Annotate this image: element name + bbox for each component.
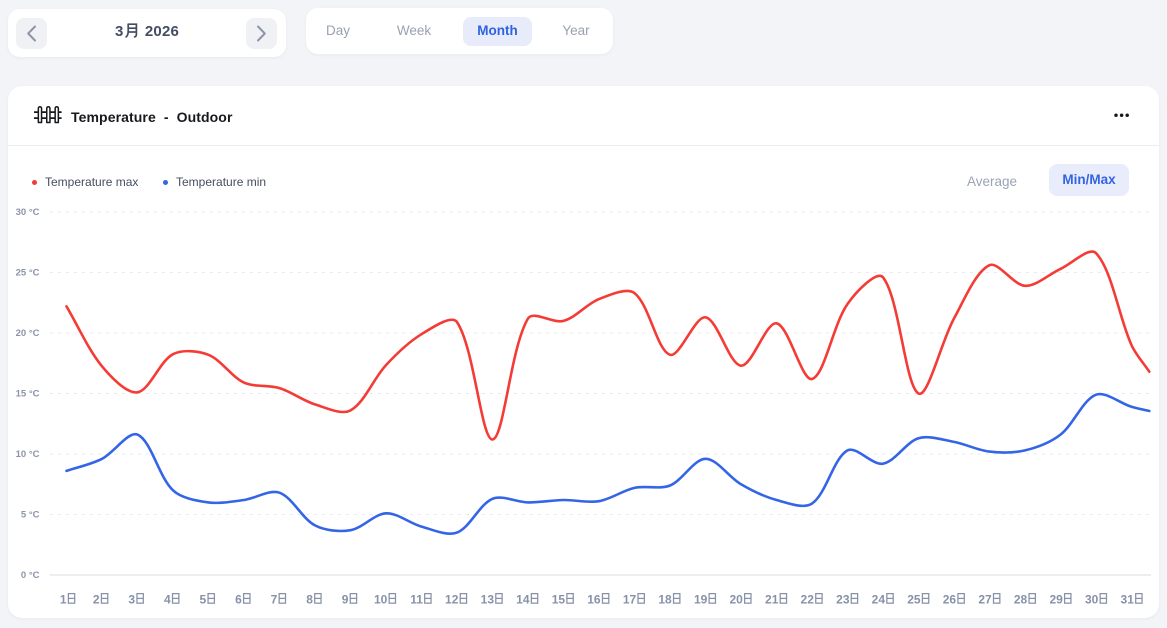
svg-text:15 °C: 15 °C: [16, 389, 40, 400]
svg-text:2: 2: [93, 593, 100, 607]
svg-text:22: 22: [801, 593, 815, 607]
svg-text:10: 10: [374, 593, 388, 607]
svg-text:21: 21: [765, 593, 779, 607]
svg-text:9: 9: [342, 593, 349, 607]
svg-text:5: 5: [200, 593, 207, 607]
svg-text:10 °C: 10 °C: [16, 449, 40, 460]
svg-text:24: 24: [872, 593, 886, 607]
svg-text:30 °C: 30 °C: [16, 207, 40, 218]
svg-text:5 °C: 5 °C: [21, 510, 40, 521]
svg-text:29: 29: [1049, 593, 1063, 607]
svg-text:25 °C: 25 °C: [16, 268, 40, 279]
svg-text:12: 12: [445, 593, 459, 607]
svg-text:14: 14: [516, 593, 530, 607]
svg-text:13: 13: [481, 593, 495, 607]
svg-text:0 °C: 0 °C: [21, 570, 40, 581]
svg-text:19: 19: [694, 593, 708, 607]
svg-text:28: 28: [1014, 593, 1028, 607]
svg-text:20: 20: [729, 593, 743, 607]
svg-text:30: 30: [1085, 593, 1099, 607]
svg-text:26: 26: [943, 593, 957, 607]
svg-text:31: 31: [1121, 593, 1135, 607]
svg-text:6: 6: [235, 593, 242, 607]
svg-text:8: 8: [306, 593, 313, 607]
svg-text:27: 27: [978, 593, 992, 607]
svg-text:1: 1: [60, 593, 67, 607]
svg-text:11: 11: [410, 593, 423, 607]
svg-text:4: 4: [164, 593, 171, 607]
svg-text:7: 7: [271, 593, 278, 607]
svg-text:15: 15: [552, 593, 566, 607]
svg-text:18: 18: [658, 593, 672, 607]
svg-text:17: 17: [623, 593, 637, 607]
svg-text:23: 23: [836, 593, 850, 607]
svg-text:25: 25: [907, 593, 921, 607]
svg-text:16: 16: [587, 593, 601, 607]
svg-text:3: 3: [128, 593, 135, 607]
svg-text:20 °C: 20 °C: [16, 328, 40, 339]
